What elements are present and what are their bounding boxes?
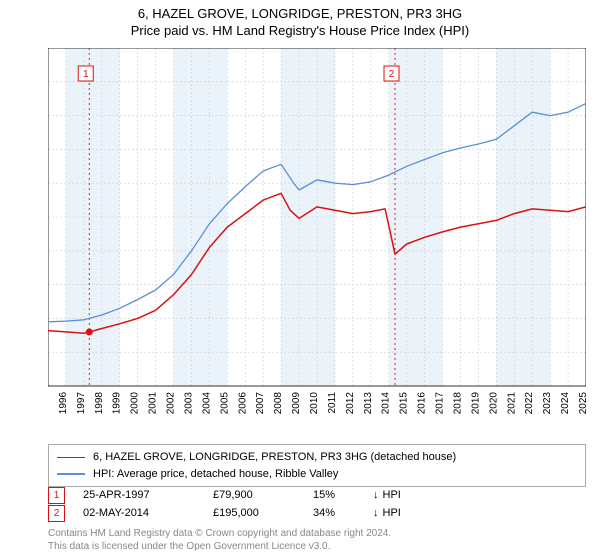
legend-row-series1: 6, HAZEL GROVE, LONGRIDGE, PRESTON, PR3 …: [57, 449, 577, 466]
svg-text:1998: 1998: [94, 392, 105, 415]
svg-text:2013: 2013: [363, 392, 374, 415]
sale-pct-1: 15%: [313, 489, 373, 501]
svg-text:1997: 1997: [76, 392, 87, 415]
svg-text:2000: 2000: [130, 392, 141, 415]
svg-text:1: 1: [83, 69, 89, 80]
legend-label-2: HPI: Average price, detached house, Ribb…: [93, 466, 338, 483]
svg-text:1995: 1995: [48, 392, 51, 415]
title-main: 6, HAZEL GROVE, LONGRIDGE, PRESTON, PR3 …: [0, 6, 600, 23]
svg-text:2020: 2020: [488, 392, 499, 415]
svg-text:1996: 1996: [58, 392, 69, 415]
sale-pct-2: 34%: [313, 507, 373, 519]
svg-text:2001: 2001: [148, 392, 159, 415]
svg-text:2002: 2002: [166, 392, 177, 415]
sale-hpi-2: HPI: [383, 507, 401, 519]
svg-text:2003: 2003: [183, 392, 194, 415]
sale-marker-2: 2: [48, 505, 65, 522]
legend-swatch-1: [57, 457, 85, 459]
svg-text:2016: 2016: [417, 392, 428, 415]
svg-text:2004: 2004: [201, 392, 212, 415]
svg-text:2023: 2023: [542, 392, 553, 415]
legend-swatch-2: [57, 473, 85, 475]
sale-arrow-1: ↓: [373, 489, 379, 501]
svg-text:2019: 2019: [470, 392, 481, 415]
svg-text:2014: 2014: [381, 392, 392, 415]
svg-text:2: 2: [389, 69, 395, 80]
sale-row-1: 1 25-APR-1997 £79,900 15% ↓ HPI: [48, 486, 586, 504]
sale-hpi-1: HPI: [383, 489, 401, 501]
svg-text:2010: 2010: [309, 392, 320, 415]
svg-text:2018: 2018: [452, 392, 463, 415]
svg-text:2012: 2012: [345, 392, 356, 415]
legend-label-1: 6, HAZEL GROVE, LONGRIDGE, PRESTON, PR3 …: [93, 449, 456, 466]
sale-arrow-2: ↓: [373, 507, 379, 519]
sale-row-2: 2 02-MAY-2014 £195,000 34% ↓ HPI: [48, 504, 586, 522]
legend-row-series2: HPI: Average price, detached house, Ribb…: [57, 466, 577, 483]
chart-title: 6, HAZEL GROVE, LONGRIDGE, PRESTON, PR3 …: [0, 0, 600, 40]
legend: 6, HAZEL GROVE, LONGRIDGE, PRESTON, PR3 …: [48, 444, 586, 487]
svg-text:1999: 1999: [112, 392, 123, 415]
sale-marker-1: 1: [48, 487, 65, 504]
sale-price-1: £79,900: [213, 489, 313, 501]
svg-text:2015: 2015: [399, 392, 410, 415]
title-sub: Price paid vs. HM Land Registry's House …: [0, 23, 600, 40]
svg-text:2025: 2025: [578, 392, 586, 415]
sale-date-2: 02-MAY-2014: [83, 507, 213, 519]
sale-price-2: £195,000: [213, 507, 313, 519]
svg-text:2011: 2011: [327, 392, 338, 414]
svg-text:2017: 2017: [435, 392, 446, 415]
footnote-line2: This data is licensed under the Open Gov…: [48, 541, 586, 554]
svg-text:2008: 2008: [273, 392, 284, 415]
footnote-line1: Contains HM Land Registry data © Crown c…: [48, 528, 586, 541]
svg-text:2021: 2021: [506, 392, 517, 415]
sale-table: 1 25-APR-1997 £79,900 15% ↓ HPI 2 02-MAY…: [48, 486, 586, 522]
sale-date-1: 25-APR-1997: [83, 489, 213, 501]
svg-text:2005: 2005: [219, 392, 230, 415]
svg-text:2022: 2022: [524, 392, 535, 415]
svg-text:2006: 2006: [237, 392, 248, 415]
footnote: Contains HM Land Registry data © Crown c…: [48, 528, 586, 553]
svg-text:2024: 2024: [560, 392, 571, 415]
svg-text:2009: 2009: [291, 392, 302, 415]
svg-text:2007: 2007: [255, 392, 266, 415]
price-chart: £0£50K£100K£150K£200K£250K£300K£350K£400…: [48, 48, 586, 418]
